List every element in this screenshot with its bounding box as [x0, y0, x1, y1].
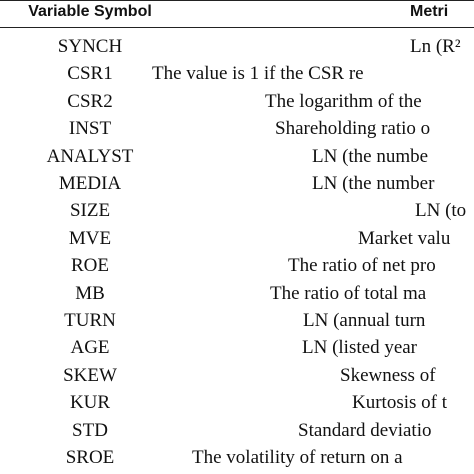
- variable-symbol: SIZE: [69, 200, 111, 222]
- metric-cell: The ratio of net pro: [288, 255, 436, 277]
- variable-symbol: CSR1: [67, 63, 113, 85]
- metric-cell: LN (annual turn: [303, 310, 426, 331]
- metric-cell: LN (the numbe: [312, 145, 429, 167]
- variable-symbol: MEDIA: [58, 173, 122, 194]
- metric-cell: Ln (R²: [410, 36, 461, 57]
- metric-cell: The logarithm of the: [265, 90, 422, 112]
- variable-symbol: AGE: [70, 337, 110, 359]
- metric-cell: Shareholding ratio o: [275, 118, 431, 140]
- variable-symbol: KUR: [69, 392, 111, 414]
- column-header: Variable Symbol: [28, 3, 152, 20]
- column-header: Metri: [410, 3, 449, 20]
- metric-cell: Skewness of: [340, 364, 436, 386]
- variable-symbol: SKEW: [63, 364, 117, 386]
- metric-cell: LN (the number: [312, 173, 435, 194]
- metric-cell: The ratio of total ma: [270, 282, 427, 304]
- header-rule: [0, 27, 474, 28]
- metric-cell: Market valu: [358, 227, 451, 249]
- metric-cell: LN (listed year: [302, 337, 418, 359]
- variable-symbol: MB: [75, 282, 105, 304]
- metric-cell: Kurtosis of t: [352, 392, 447, 414]
- variable-symbol: SYNCH: [57, 36, 123, 57]
- top-rule: [0, 0, 474, 1]
- variable-symbol: CSR2: [67, 90, 113, 112]
- metric-cell: The value is 1 if the CSR re: [152, 63, 364, 85]
- metric-cell: LN (to: [415, 200, 467, 222]
- variable-symbol: SROE: [65, 447, 115, 468]
- variable-symbol: MVE: [68, 227, 112, 249]
- variable-symbol: ROE: [71, 255, 109, 277]
- metric-cell: The volatility of return on a: [192, 447, 403, 468]
- metric-cell: Standard deviatio: [298, 419, 432, 441]
- variable-symbol: ANALYST: [46, 145, 134, 167]
- variable-symbol: STD: [72, 419, 108, 441]
- variable-symbol: TURN: [64, 310, 116, 331]
- variable-symbol: INST: [68, 118, 112, 140]
